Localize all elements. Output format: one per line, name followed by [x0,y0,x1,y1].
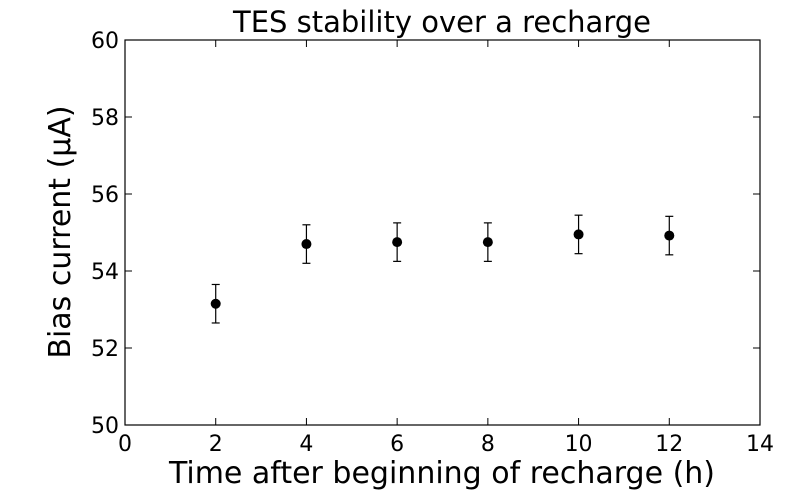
x-axis-label: Time after beginning of recharge (h) [168,456,715,491]
y-tick-label: 56 [91,183,119,208]
x-tick-label: 10 [565,432,593,457]
y-tick-label: 54 [91,260,119,285]
data-marker [482,237,493,248]
y-tick-label: 50 [91,414,119,439]
x-tick-label: 12 [655,432,683,457]
y-tick-label: 58 [91,106,119,131]
data-marker [664,230,675,241]
data-point [573,214,584,255]
data-marker [392,237,403,248]
tick-labels: 0 2 4 6 8 10 12 14 50 52 54 56 58 60 [91,29,774,457]
x-tick-label: 8 [481,432,495,457]
y-tick-label: 52 [91,337,119,362]
data-point [210,283,221,324]
x-tick-label: 0 [118,432,132,457]
data-marker [573,229,584,240]
x-tick-label: 2 [209,432,223,457]
data-marker [301,239,312,250]
y-tick-label: 60 [91,29,119,54]
chart-title: TES stability over a recharge [232,5,651,39]
x-tick-label: 6 [390,432,404,457]
data-point [482,222,493,262]
data-point [392,222,403,262]
plot-area [124,39,761,426]
y-axis-label: Bias current (μA) [43,105,78,358]
data-marker [210,298,221,309]
data-series [210,214,675,324]
data-point [301,224,312,264]
data-point [664,215,675,256]
x-tick-label: 14 [746,432,774,457]
axis-ticks [124,39,761,426]
x-tick-label: 4 [299,432,313,457]
